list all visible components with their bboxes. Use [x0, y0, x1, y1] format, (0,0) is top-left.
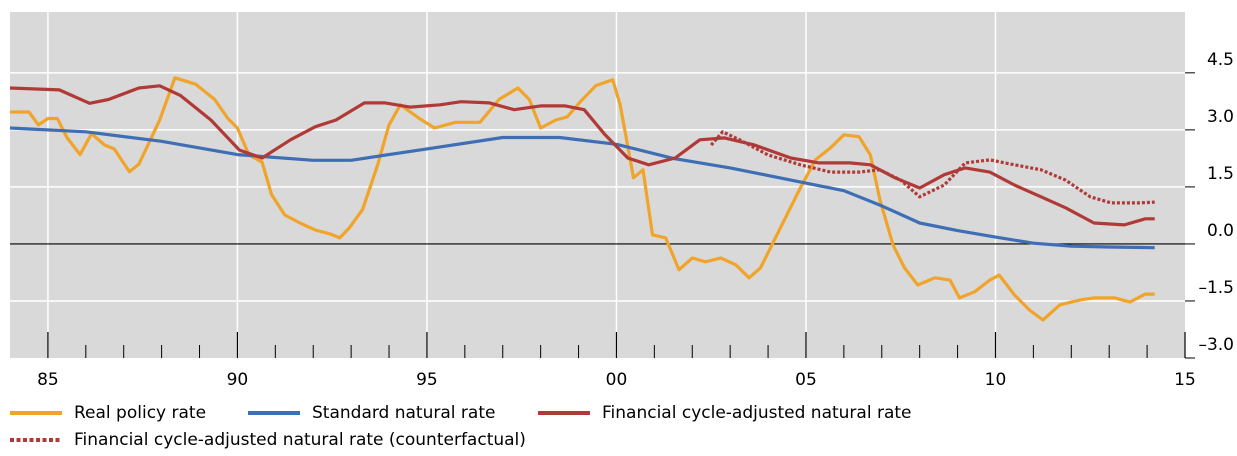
x-tick-label: 00 [606, 370, 628, 390]
x-tick-label: 95 [416, 370, 438, 390]
legend-label: Financial cycle-adjusted natural rate [602, 403, 912, 423]
series-line [9, 126, 1155, 250]
x-tick-label: 05 [795, 370, 817, 390]
legend-label: Standard natural rate [312, 403, 495, 423]
y-tick-label: 0.0 [1207, 221, 1234, 241]
y-tick-label: 1.5 [1207, 164, 1234, 184]
legend-label: Real policy rate [74, 403, 206, 423]
y-tick-label: 4.5 [1207, 50, 1234, 70]
x-tick-label: 90 [227, 370, 249, 390]
y-tick-label: 3.0 [1207, 107, 1234, 127]
legend-label: Financial cycle-adjusted natural rate (c… [74, 430, 526, 450]
series-line [709, 130, 1155, 205]
x-tick-label: 15 [1174, 370, 1196, 390]
plot-background [10, 12, 1185, 358]
series-line [9, 84, 1155, 227]
y-tick-label: –1.5 [1198, 278, 1234, 298]
y-tick-label: –3.0 [1198, 335, 1234, 355]
x-tick-label: 85 [37, 370, 59, 390]
x-tick-label: 10 [985, 370, 1007, 390]
series-line [10, 76, 1155, 322]
